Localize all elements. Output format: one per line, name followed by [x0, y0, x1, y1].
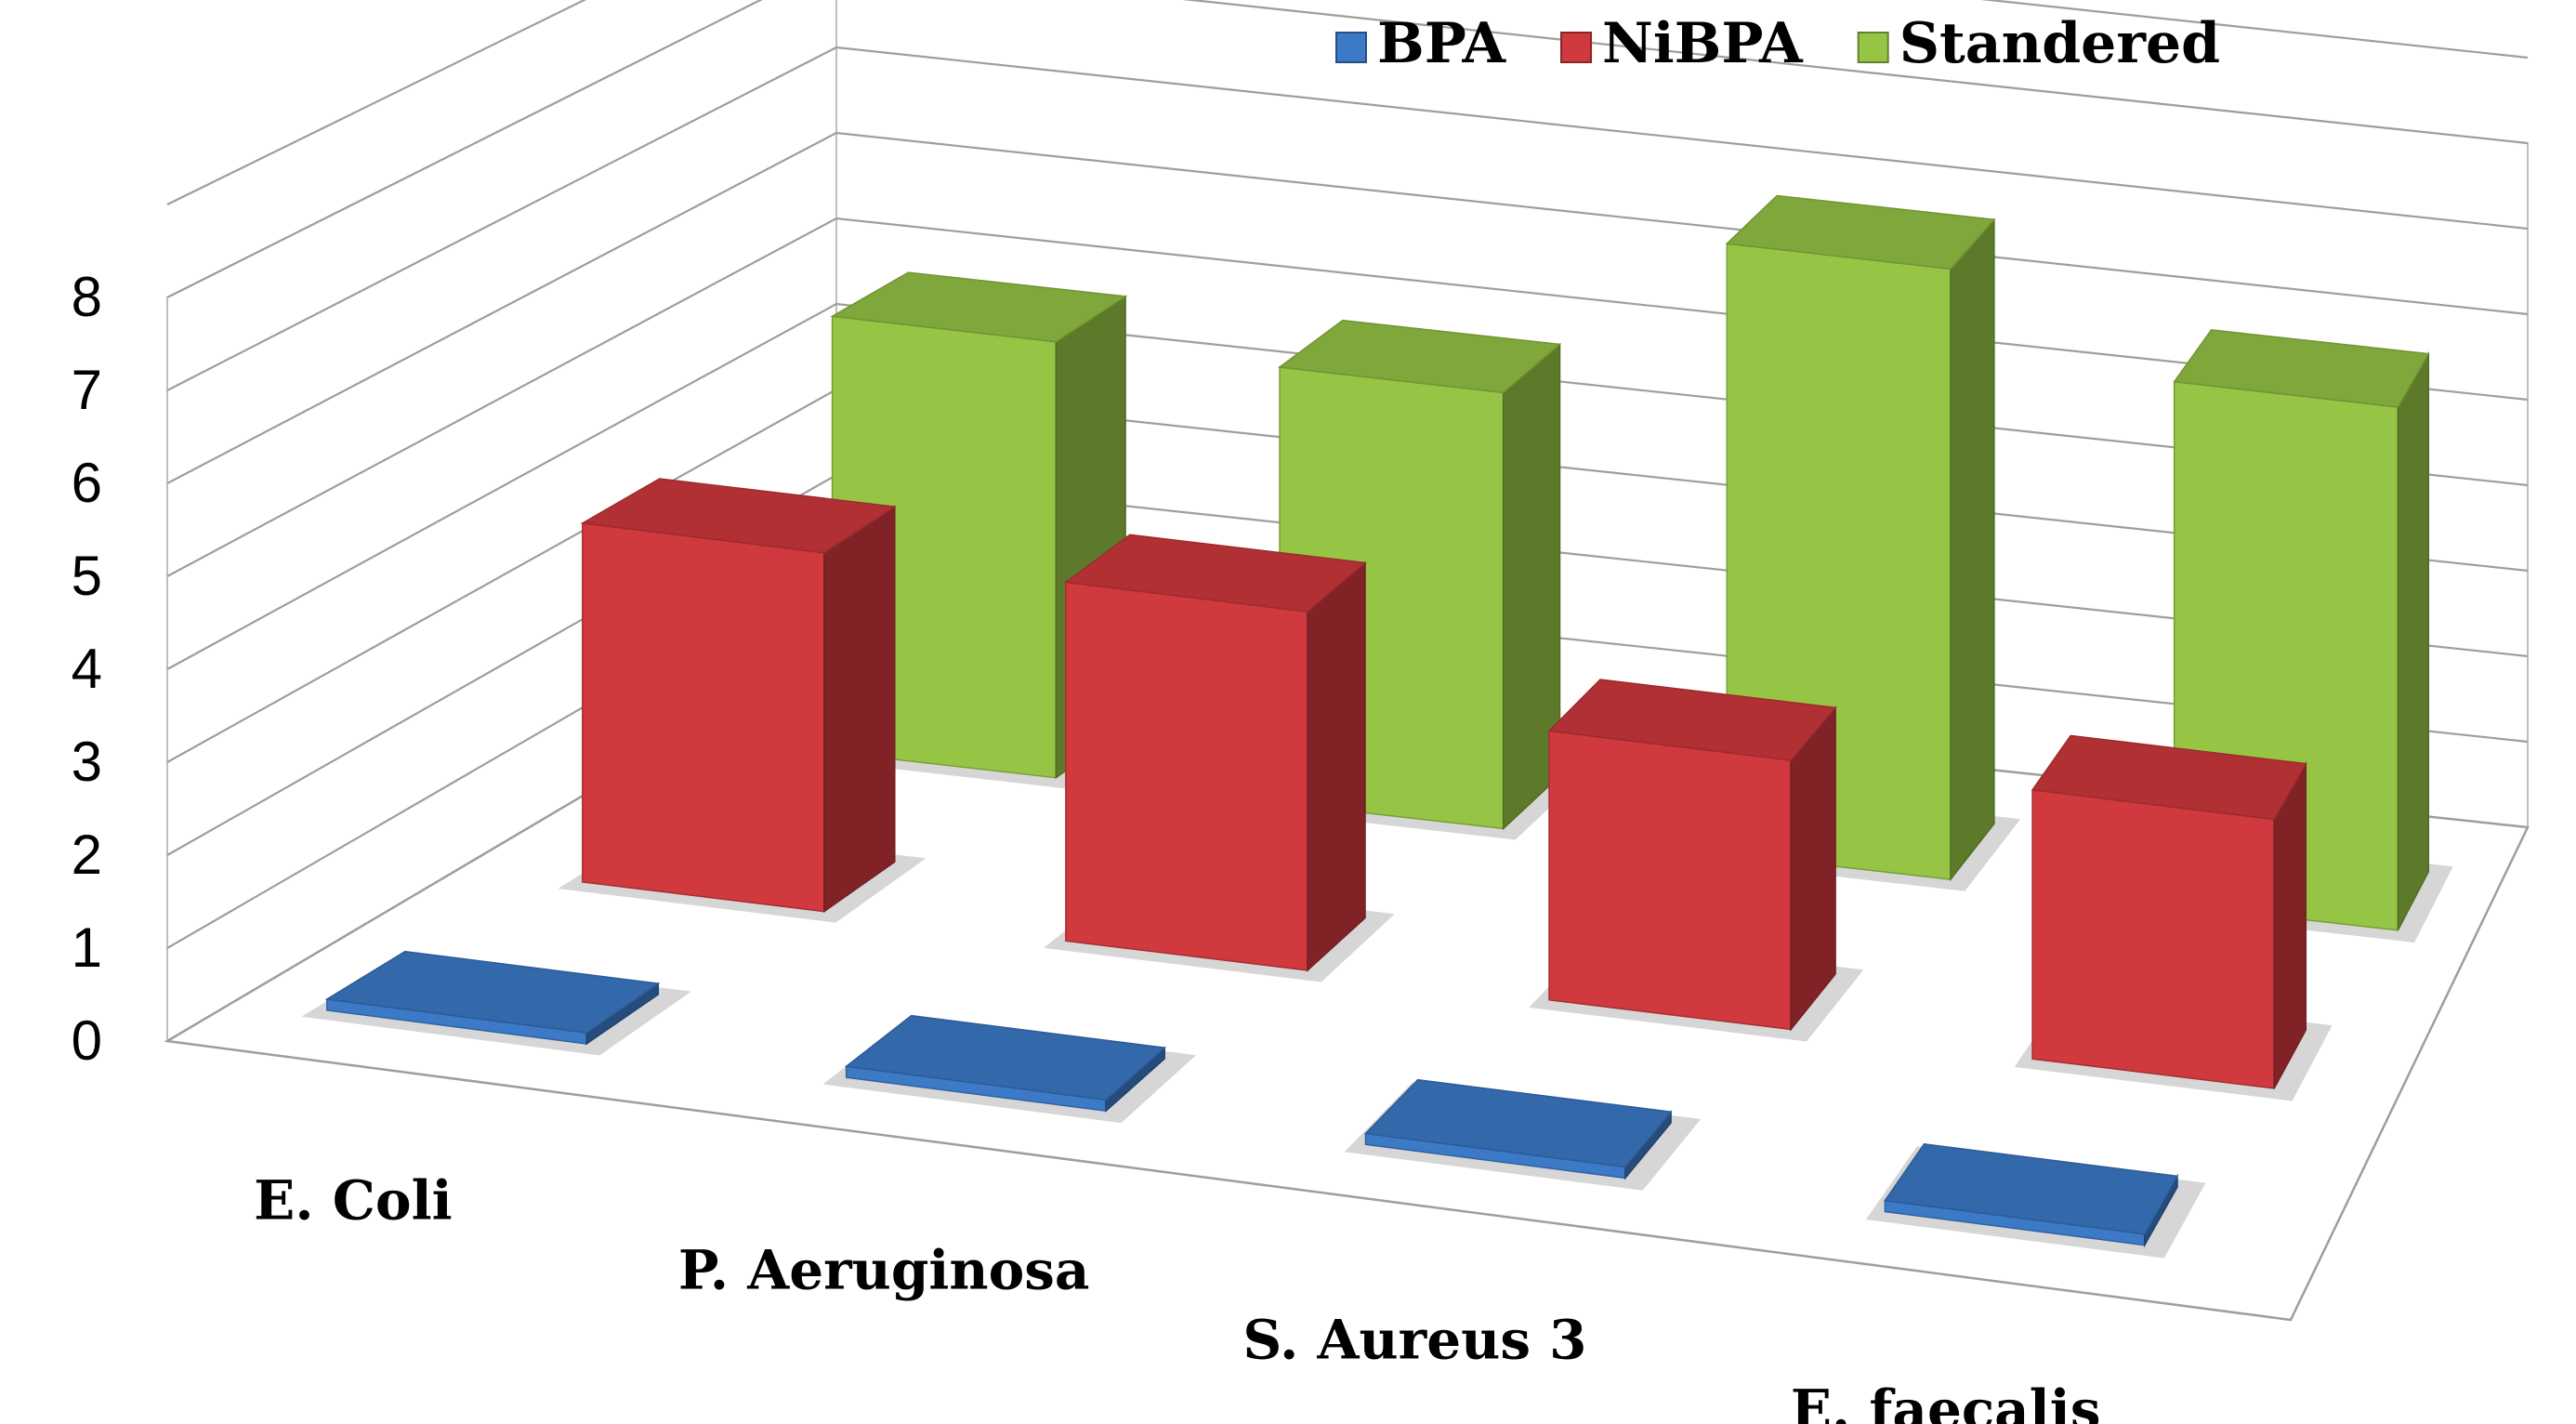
bar-top: [580, 478, 897, 554]
gridline: [166, 0, 2529, 298]
category-label: S. Aureus 3: [1242, 1309, 1586, 1372]
bar-nibpa-1: [558, 478, 927, 923]
y-tick-label: 2: [72, 824, 102, 886]
category-label: E. Coli: [254, 1169, 453, 1233]
y-tick-label: 3: [72, 731, 102, 793]
y-tick-label: 4: [72, 638, 102, 700]
bar-top: [2173, 329, 2430, 408]
bar-top: [830, 271, 1128, 343]
bar-front: [1548, 730, 1792, 1031]
bar-top: [1547, 679, 1837, 761]
gridline: [166, 46, 2529, 391]
bar-top: [324, 950, 661, 1034]
y-tick-label: 0: [72, 1009, 102, 1072]
bar-front: [2031, 788, 2275, 1089]
bar-nibpa-4: [2014, 734, 2333, 1101]
x-axis-categories: E. Coli P. Aeruginosa S. Aureus 3 E. faecal…: [254, 1169, 2100, 1424]
y-tick-label: 5: [72, 545, 102, 607]
y-tick-label: 6: [72, 452, 102, 514]
legend-label: Standered: [1899, 11, 2220, 76]
bars: [301, 194, 2453, 1259]
bar-bpa-4: [1865, 1142, 2206, 1259]
bar-top: [1063, 534, 1367, 613]
gridline: [166, 0, 2529, 205]
bar-top: [1278, 319, 1562, 394]
category-label: P. Aeruginosa: [678, 1239, 1090, 1302]
bar-side: [1950, 218, 1995, 882]
bar-side: [2397, 350, 2430, 931]
bar-bpa-2: [822, 1014, 1197, 1124]
bar-top: [844, 1014, 1166, 1101]
bar-nibpa-3: [1529, 679, 1864, 1042]
category-label: E. faecalis: [1791, 1378, 2101, 1424]
legend-item-standered: Standered: [1857, 11, 2220, 76]
legend-swatch: [1335, 32, 1367, 63]
y-tick-label: 7: [72, 359, 102, 421]
bar-top: [1725, 194, 1996, 270]
legend-item-bpa: BPA: [1335, 11, 1506, 76]
bar-bpa-3: [1344, 1078, 1702, 1191]
bar-side: [1307, 560, 1366, 972]
y-tick-label: 8: [72, 266, 102, 328]
bar-top: [2031, 734, 2307, 821]
legend-swatch: [1560, 32, 1593, 63]
y-tick-label: 1: [72, 916, 102, 979]
bar-front: [582, 522, 825, 913]
y-axis-ticks: 0 1 2 3 4 5 6 7 8: [72, 266, 102, 1072]
bar-bpa-1: [301, 950, 691, 1056]
bar-side: [823, 505, 896, 914]
legend-item-nibpa: NiBPA: [1560, 11, 1804, 76]
bar-front: [1065, 581, 1308, 971]
legend-label: NiBPA: [1602, 11, 1804, 76]
legend-swatch: [1857, 32, 1889, 63]
legend-label: BPA: [1377, 11, 1506, 76]
bar-top: [1363, 1078, 1673, 1168]
legend: BPA NiBPA Standered: [1335, 11, 2220, 76]
bar-top: [1884, 1142, 2179, 1235]
bar-nibpa-2: [1043, 534, 1395, 982]
bar-side: [1790, 705, 1836, 1032]
